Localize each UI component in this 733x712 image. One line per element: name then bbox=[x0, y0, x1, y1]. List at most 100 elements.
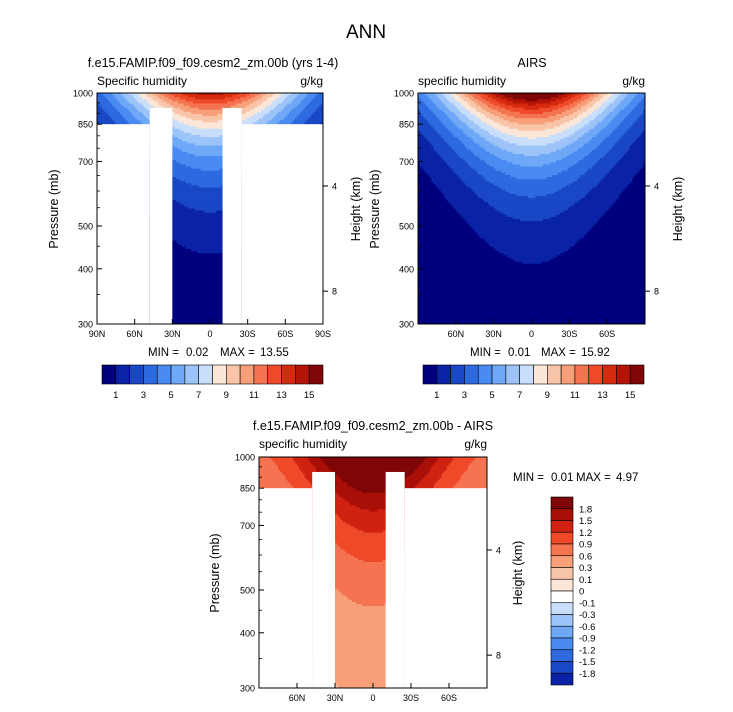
panel-obs-contour-cell bbox=[484, 147, 502, 151]
panel-diff-contour-cell bbox=[338, 545, 408, 548]
panel-diff-contour-cell bbox=[344, 549, 403, 553]
panel-model-contour-cell bbox=[125, 97, 136, 100]
panel-obs-contour-cell bbox=[427, 95, 438, 98]
panel-obs-contour-cell bbox=[435, 103, 446, 107]
panel-diff-max-label: MAX = bbox=[576, 472, 611, 484]
panel-model-contour-cell bbox=[117, 99, 128, 102]
panel-model: f.e15.FAMIP.f09_f09.cesm2_zm.00b (yrs 1-… bbox=[47, 56, 363, 401]
panel-obs-contour-cell bbox=[440, 99, 449, 102]
panel-obs-contour-cell bbox=[599, 181, 631, 184]
panel-diff-title: f.e15.FAMIP.f09_f09.cesm2_zm.00b - AIRS bbox=[253, 419, 493, 433]
panel-obs-colorbar-swatch bbox=[519, 364, 534, 385]
panel-obs-contour-cell bbox=[522, 261, 542, 264]
panel-obs-contour-cell bbox=[633, 107, 645, 111]
panel-obs-contour-cell bbox=[576, 99, 586, 102]
panel-diff-axes: 300 400 500 700 850 1000 60N 30N 0 30S 60S 8 4 bbox=[235, 453, 501, 704]
panel-obs-contour-cell bbox=[501, 187, 563, 191]
panel-diff-units: g/kg bbox=[464, 437, 487, 451]
panel-obs-contour-cell bbox=[461, 120, 474, 123]
panel-obs-contour-cell bbox=[605, 126, 618, 130]
panel-obs-colorbar-swatch bbox=[588, 364, 603, 385]
panel-obs-contour-cell bbox=[455, 93, 464, 96]
panel-model-max-value: 13.55 bbox=[260, 347, 289, 359]
panel-model-contour-cell bbox=[110, 101, 121, 105]
y-tick-label: 700 bbox=[240, 521, 255, 531]
panel-obs-contour-cell bbox=[550, 101, 565, 105]
panel-model-contour-cell bbox=[97, 97, 108, 100]
panel-model-contour-cell bbox=[245, 118, 260, 121]
panel-obs-contour-cell bbox=[455, 105, 464, 109]
panel-obs-contour-cell bbox=[486, 99, 497, 102]
panel-model-contour-cell bbox=[174, 111, 192, 115]
panel-obs-contour-cell bbox=[465, 95, 474, 98]
y2-tick-label: 4 bbox=[332, 181, 337, 191]
panel-diff-contour-cell bbox=[289, 622, 458, 626]
panel-diff-colorbar-swatch bbox=[550, 508, 574, 521]
panel-obs-contour-cell bbox=[622, 99, 633, 102]
panel-model-contour-cell bbox=[319, 105, 323, 109]
panel-model-contour-cell bbox=[159, 227, 262, 231]
panel-obs-contour-cell bbox=[505, 95, 559, 98]
panel-obs-contour-cell bbox=[418, 132, 423, 136]
panel-diff-colorbar-swatch bbox=[550, 661, 574, 674]
panel-diff-contour-cell bbox=[298, 467, 317, 471]
panel-obs-contour-cell bbox=[423, 101, 434, 105]
panel-obs-contour-cell bbox=[472, 95, 482, 98]
panel-obs-contour-cell bbox=[418, 93, 427, 96]
panel-obs-contour-cell bbox=[487, 202, 576, 205]
panel-obs-contour-cell bbox=[474, 107, 483, 111]
panel-obs-contour-cell bbox=[557, 107, 572, 111]
panel-diff-contour-cell bbox=[287, 620, 460, 624]
panel-diff-contour-cell bbox=[281, 612, 465, 616]
panel-obs-contour-cell bbox=[620, 122, 635, 126]
panel-model-contour-cell bbox=[232, 95, 247, 98]
panel-model-contour-cell bbox=[272, 101, 283, 105]
y-tick-label: 500 bbox=[240, 585, 255, 595]
panel-diff-contour-cell bbox=[471, 461, 487, 464]
panel-obs-contour-cell bbox=[576, 103, 587, 107]
panel-obs-contour-cell bbox=[429, 97, 440, 100]
panel-diff-contour-cell bbox=[321, 459, 425, 462]
panel-model-contour-cell bbox=[302, 109, 317, 113]
panel-model-contour-cell bbox=[119, 111, 132, 115]
panel-obs-contour-cell bbox=[544, 122, 565, 126]
panel-obs-contour-cell bbox=[618, 160, 645, 163]
panel-model-contour-cell bbox=[179, 107, 200, 111]
panel-model-contour-cell bbox=[119, 101, 130, 105]
panel-model-contour-cell bbox=[123, 95, 134, 98]
panel-obs-contour-cell bbox=[474, 114, 485, 117]
panel-obs-contour-cell bbox=[612, 93, 622, 96]
panel-obs-contour-cell bbox=[563, 116, 578, 119]
panel-model-contour-cell bbox=[174, 145, 247, 149]
panel-obs-contour-cell bbox=[480, 235, 584, 239]
panel-model-contour-cell bbox=[274, 116, 286, 119]
panel-obs-contour-cell bbox=[465, 114, 476, 117]
panel-diff-colorbar-swatch bbox=[550, 649, 574, 662]
panel-model-contour-cell bbox=[236, 109, 251, 113]
panel-obs-contour-cell bbox=[580, 120, 591, 123]
panel-diff-contour-cell bbox=[308, 650, 439, 653]
panel-obs-contour-cell bbox=[595, 116, 606, 119]
panel-obs-contour-cell bbox=[592, 166, 614, 170]
panel-obs-contour-cell bbox=[624, 153, 645, 157]
panel-obs-contour-cell bbox=[446, 105, 457, 109]
panel-model-contour-cell bbox=[317, 93, 323, 96]
panel-obs-contour-cell bbox=[480, 95, 489, 98]
panel-obs-contour-cell bbox=[482, 101, 491, 105]
panel-obs-contour-cell bbox=[469, 223, 595, 226]
panel-obs-contour-cell bbox=[418, 137, 427, 140]
panel-obs-colorbar-swatch bbox=[436, 364, 451, 385]
panel-obs-contour-cell bbox=[493, 183, 570, 186]
panel-obs-contour-cell bbox=[599, 93, 608, 96]
panel-obs-contour-cell bbox=[607, 99, 616, 102]
panel-model-colorbar-swatch bbox=[295, 364, 310, 385]
panel-obs-contour-cell bbox=[626, 130, 644, 134]
panel-diff-contour-cell bbox=[259, 461, 275, 464]
panel-model-contour-cell bbox=[294, 97, 305, 100]
panel-obs-contour-cell bbox=[612, 130, 627, 134]
panel-model-contour-cell bbox=[302, 99, 313, 102]
panel-obs-contour-cell bbox=[453, 122, 466, 126]
panel-model-contour-cell bbox=[134, 105, 145, 109]
panel-obs-contour-cell bbox=[603, 118, 614, 121]
